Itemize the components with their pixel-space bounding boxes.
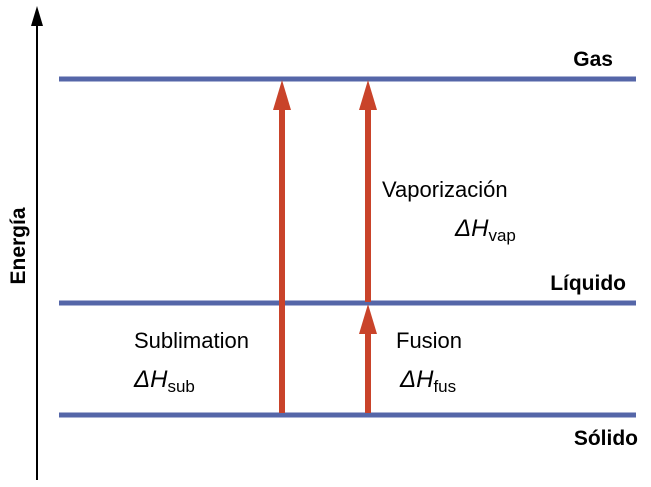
energy-axis-label: Energía — [7, 207, 30, 284]
vaporization-label: Vaporización — [382, 177, 508, 202]
energy-axis-arrowhead — [31, 6, 43, 26]
sublimation-enthalpy: ΔHsub — [133, 366, 195, 396]
sublimation-label: Sublimation — [134, 328, 249, 353]
gas-level-label: Gas — [573, 48, 613, 71]
solid-level-label: Sólido — [574, 427, 638, 450]
fusion-subscript: fus — [433, 377, 456, 396]
vaporization-arrowhead — [359, 80, 377, 110]
sublimation-delta-h: ΔH — [133, 366, 168, 393]
liquid-level-label: Líquido — [550, 272, 626, 295]
sublimation-arrowhead — [273, 80, 291, 110]
vaporization-enthalpy: ΔHvap — [454, 215, 516, 245]
sublimation-subscript: sub — [167, 377, 194, 396]
fusion-delta-h: ΔH — [399, 366, 434, 393]
fusion-label: Fusion — [396, 328, 462, 353]
fusion-arrowhead — [359, 304, 377, 334]
vaporization-subscript: vap — [488, 226, 515, 245]
fusion-enthalpy: ΔHfus — [399, 366, 456, 396]
vaporization-delta-h: ΔH — [454, 215, 489, 242]
